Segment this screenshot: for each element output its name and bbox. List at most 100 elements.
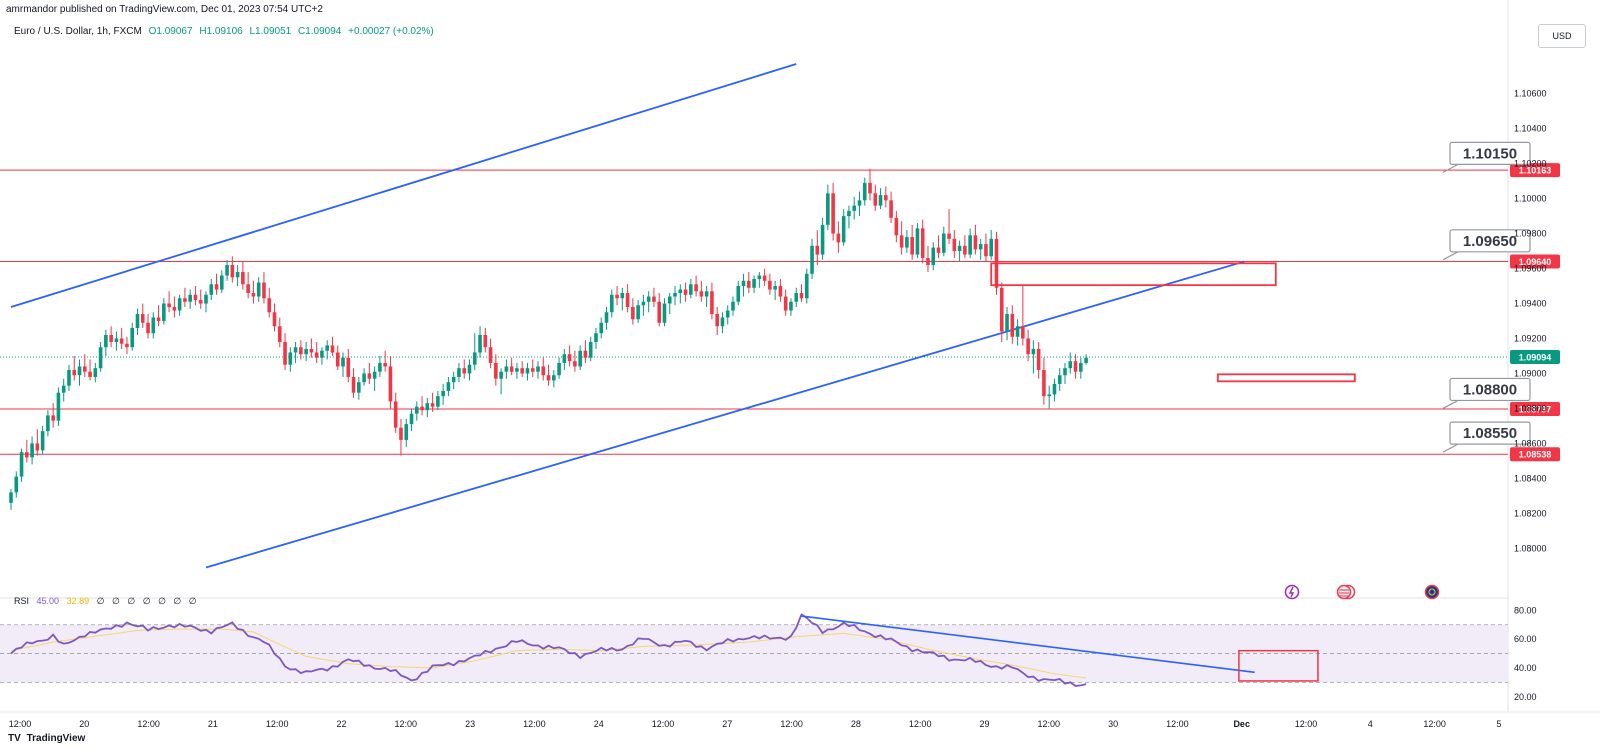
candle-up [810,245,814,274]
candle-up [478,334,482,353]
candle-down [625,293,630,308]
candle-down [831,193,835,234]
time-tick-label: 29 [979,719,989,729]
candle-down [430,403,435,407]
candle-down [314,352,319,358]
rsi-extra-value: ∅ [173,596,182,606]
time-tick-label: 28 [851,719,861,729]
level-price-tag-label: 1.08797 [1519,404,1552,414]
price-tick-label: 1.09600 [1514,264,1547,274]
candle-down [530,368,535,372]
candle-up [304,348,308,355]
time-tick-label: 12:00 [1423,719,1446,729]
candle-up [741,280,746,287]
candle-up [61,385,66,393]
candle-down [51,415,55,421]
candle-up [562,354,567,363]
candle-up [1068,361,1073,369]
candle-down [230,265,235,278]
ohlc-low: L1.09051 [249,26,292,37]
price-tick-label: 1.08600 [1514,438,1547,448]
candle-down [963,245,967,255]
candle-up [409,413,414,425]
candle-down [1021,326,1025,339]
time-tick-label: 12:00 [909,719,932,729]
symbol-name[interactable]: Euro / U.S. Dollar, 1h, FXCM [14,26,142,37]
rsi-pane: 80.00 60.00 40.00 20.00 [0,605,1537,702]
candle-down [88,371,92,377]
level-price-tag [1510,163,1560,178]
callout-pointer [1442,251,1459,261]
time-tick-label: 12:00 [652,719,675,729]
candle-down [715,314,719,327]
price-tick-label: 1.08000 [1514,543,1547,553]
candle-down [198,300,203,304]
candle-up [209,284,214,295]
candle-down [999,287,1004,332]
candle-down [383,362,387,367]
candle-up [736,286,741,302]
candle-down [920,228,925,259]
candle-up [93,368,98,377]
rsi-tick-label: 80.00 [1514,605,1537,615]
rsi-highlight-box [1238,649,1319,682]
candle-up [599,322,604,334]
candle-down [119,338,124,344]
price-tick-label: 1.09400 [1514,299,1547,309]
candle-down [125,343,129,348]
callout-label: 1.09650 [1463,233,1517,250]
rsi-tick-label: 60.00 [1514,634,1537,644]
candle-up [720,317,725,327]
candle-down [936,247,941,253]
candle-up [620,293,625,299]
candle-up [609,294,614,313]
candle-up [225,265,229,276]
candle-down [277,326,282,342]
symbol-legend[interactable]: Euro / U.S. Dollar, 1h, FXCM O1.09067 H1… [14,26,438,37]
candle-up [536,366,540,372]
callout-label: 1.08550 [1463,425,1517,442]
candle-down [262,282,266,299]
candle-down [299,347,303,355]
supply-demand-zone [990,262,1277,287]
lightning-icon[interactable] [1284,584,1300,600]
price-tick-label: 1.10600 [1514,89,1547,99]
channel-trendline [10,63,797,308]
candle-up [56,392,61,421]
candle-down [910,237,914,255]
candle-up [804,273,809,299]
candle-up [40,431,45,451]
candle-up [46,415,50,432]
candle-down [183,298,187,302]
candle-down [488,347,493,363]
candle-down [952,238,957,252]
last-price-tag [1510,350,1560,365]
candle-up [451,376,456,383]
time-tick-label: 23 [465,719,475,729]
eu-flag-icon[interactable] [1424,584,1440,600]
candle-up [104,334,108,348]
candle-down [146,322,150,334]
tradingview-brand[interactable]: TV TradingView [8,733,85,744]
rsi-legend[interactable]: RSI 45.00 32.89 ∅ ∅ ∅ ∅ ∅ ∅ ∅ [14,596,202,607]
time-tick-label: 22 [336,719,346,729]
rsi-label[interactable]: RSI [14,596,30,606]
tradingview-logo-icon: TV [8,733,21,744]
candle-up [662,303,667,323]
callouts: 1.10150 1.09650 1.08800 1.08550 [1442,141,1531,453]
event-icons[interactable] [1284,584,1440,600]
candle-down [1026,338,1030,355]
candle-up [667,296,672,304]
time-tick-label: 20 [79,719,89,729]
candle-down [631,307,635,320]
candle-down [783,296,788,311]
candle-down [494,362,498,379]
candle-down [873,193,878,206]
candle-down [583,350,588,358]
ohlc-close: C1.09094 [297,26,342,37]
us-flag-icon[interactable] [1336,584,1356,600]
candle-up [841,216,846,243]
currency-button[interactable]: USD [1538,24,1586,48]
level-price-tag [1510,447,1560,462]
